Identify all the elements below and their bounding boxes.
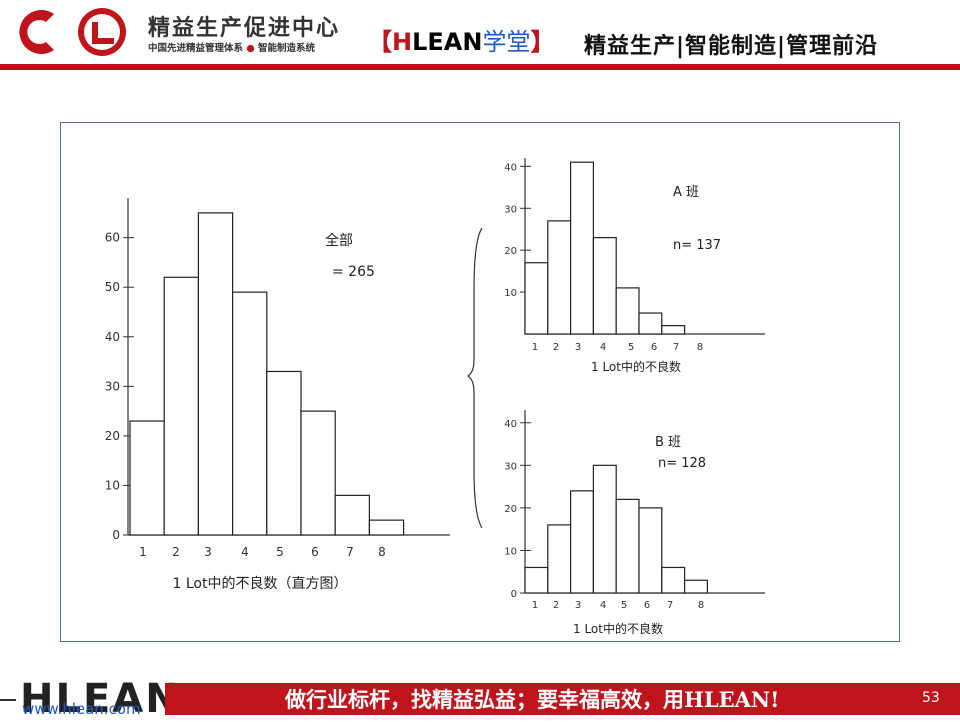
x-tick-label: 6 — [311, 545, 319, 559]
brand-close: 】 — [530, 28, 555, 56]
bar — [661, 566, 686, 594]
y-tick-label: 30 — [105, 379, 120, 393]
bar — [569, 490, 594, 594]
logo-sub-dot: ● — [246, 43, 255, 54]
annotation-title: B 班 — [655, 435, 681, 450]
logo-mark-icon — [19, 8, 126, 56]
bar — [661, 325, 686, 335]
bar — [683, 579, 708, 594]
x-tick-label: 1 — [139, 545, 147, 559]
y-tick-label: 30 — [504, 461, 517, 472]
brand-label: 【HLEAN学堂】 — [368, 22, 554, 57]
histogram-class-a: 10 20 30 40 1 2 3 4 5 6 7 8 1 Lot中的不良数 A 班 n= 137 — [504, 158, 765, 374]
bar — [163, 276, 199, 536]
x-tick-label: 1 — [532, 342, 538, 353]
bar — [547, 524, 572, 594]
y-tick-label: 40 — [105, 330, 120, 344]
bar — [547, 220, 572, 335]
x-tick-label: 7 — [673, 342, 679, 353]
brand-open: 【 — [368, 28, 392, 56]
bar — [615, 287, 640, 335]
x-tick-label: 2 — [553, 600, 559, 611]
y-tick-label: 60 — [105, 231, 120, 245]
logo-sub-b: 智能制造系统 — [257, 43, 315, 54]
x-tick-label: 3 — [204, 545, 212, 559]
bar — [300, 410, 336, 536]
y-tick-label: 50 — [105, 280, 120, 294]
bar — [232, 291, 268, 536]
x-tick-label: 7 — [667, 600, 673, 611]
bar — [638, 507, 663, 594]
content-frame — [60, 122, 900, 642]
bar — [524, 566, 549, 594]
y-tick-label: 10 — [504, 288, 517, 299]
annotation-count: n= 137 — [673, 238, 721, 253]
header: 精益生产促进中心 中国先进精益管理体系 ● 智能制造系统 【HLEAN学堂】 精… — [0, 0, 960, 68]
x-tick-label: 6 — [644, 600, 650, 611]
header-rule — [0, 64, 960, 70]
logo-sub-a: 中国先进精益管理体系 — [148, 43, 244, 54]
bar — [334, 494, 371, 536]
x-tick-label: 7 — [346, 545, 354, 559]
y-tick-label: 20 — [504, 504, 517, 515]
x-tick-label: 1 — [532, 600, 538, 611]
y-tick-label: 40 — [504, 419, 517, 430]
logo-subtitle: 中国先进精益管理体系 ● 智能制造系统 — [148, 40, 315, 54]
brand-xuetang: 学堂 — [482, 28, 531, 56]
x-axis-label: 1 Lot中的不良数（直方图） — [173, 575, 348, 592]
x-tick-label: 6 — [651, 342, 657, 353]
annotation-count: = 265 — [332, 264, 375, 280]
brand-lean: LEAN — [412, 28, 483, 56]
x-tick-label: 8 — [378, 545, 386, 559]
y-tick-label: 0 — [511, 589, 517, 600]
x-axis-label: 1 Lot中的不良数 — [573, 621, 663, 636]
x-tick-label: 4 — [600, 342, 606, 353]
page-number: 53 — [922, 690, 940, 706]
bar — [615, 498, 640, 594]
brand-h: H — [392, 28, 413, 56]
y-tick-label: 30 — [504, 204, 517, 215]
footer-url[interactable]: www.hlean.com — [22, 700, 141, 718]
y-tick-label: 0 — [112, 528, 120, 542]
y-tick-label: 10 — [504, 546, 517, 557]
footer-bar — [165, 683, 960, 715]
annotation-count: n= 128 — [658, 456, 706, 471]
histogram-all: 0 10 20 30 40 50 60 1 2 3 4 5 6 7 8 1 Lot中的不良数（直方图） 全部 = … — [105, 198, 450, 592]
histogram-class-b: 0 10 20 30 40 1 2 3 4 5 6 7 8 1 Lot中的不良数 B 班 n= 128 — [504, 410, 765, 636]
bar — [266, 370, 302, 536]
x-tick-label: 4 — [241, 545, 249, 559]
header-slogan: 精益生产|智能制造|管理前沿 — [584, 34, 879, 59]
x-tick-label: 5 — [628, 342, 634, 353]
x-tick-label: 8 — [697, 342, 703, 353]
y-tick-label: 20 — [504, 246, 517, 257]
y-tick-label: 40 — [504, 162, 517, 173]
x-tick-label: 4 — [600, 600, 606, 611]
bar — [197, 212, 234, 536]
bar — [524, 262, 549, 335]
bar — [592, 237, 617, 335]
footer-slogan: 做行业标杆，找精益弘益；要幸福高效，用HLEAN! — [285, 687, 780, 712]
brace-icon — [466, 227, 483, 529]
x-tick-label: 8 — [698, 600, 704, 611]
bar — [129, 420, 165, 536]
footer-line — [0, 699, 16, 701]
bar — [368, 519, 405, 536]
annotation-title: A 班 — [673, 185, 699, 200]
x-tick-label: 3 — [575, 342, 581, 353]
bar — [569, 161, 594, 335]
y-tick-label: 20 — [105, 429, 120, 443]
x-tick-label: 5 — [621, 600, 627, 611]
footer-logo: HLEAN — [20, 676, 181, 722]
x-tick-label: 2 — [172, 545, 180, 559]
y-tick-label: 10 — [105, 478, 120, 492]
bar — [592, 464, 617, 594]
x-axis-label: 1 Lot中的不良数 — [591, 359, 681, 374]
x-tick-label: 3 — [575, 600, 581, 611]
annotation-title: 全部 — [325, 232, 353, 249]
x-tick-label: 2 — [553, 342, 559, 353]
logo-title: 精益生产促进中心 — [148, 16, 341, 41]
x-tick-label: 5 — [276, 545, 284, 559]
bar — [638, 312, 663, 335]
